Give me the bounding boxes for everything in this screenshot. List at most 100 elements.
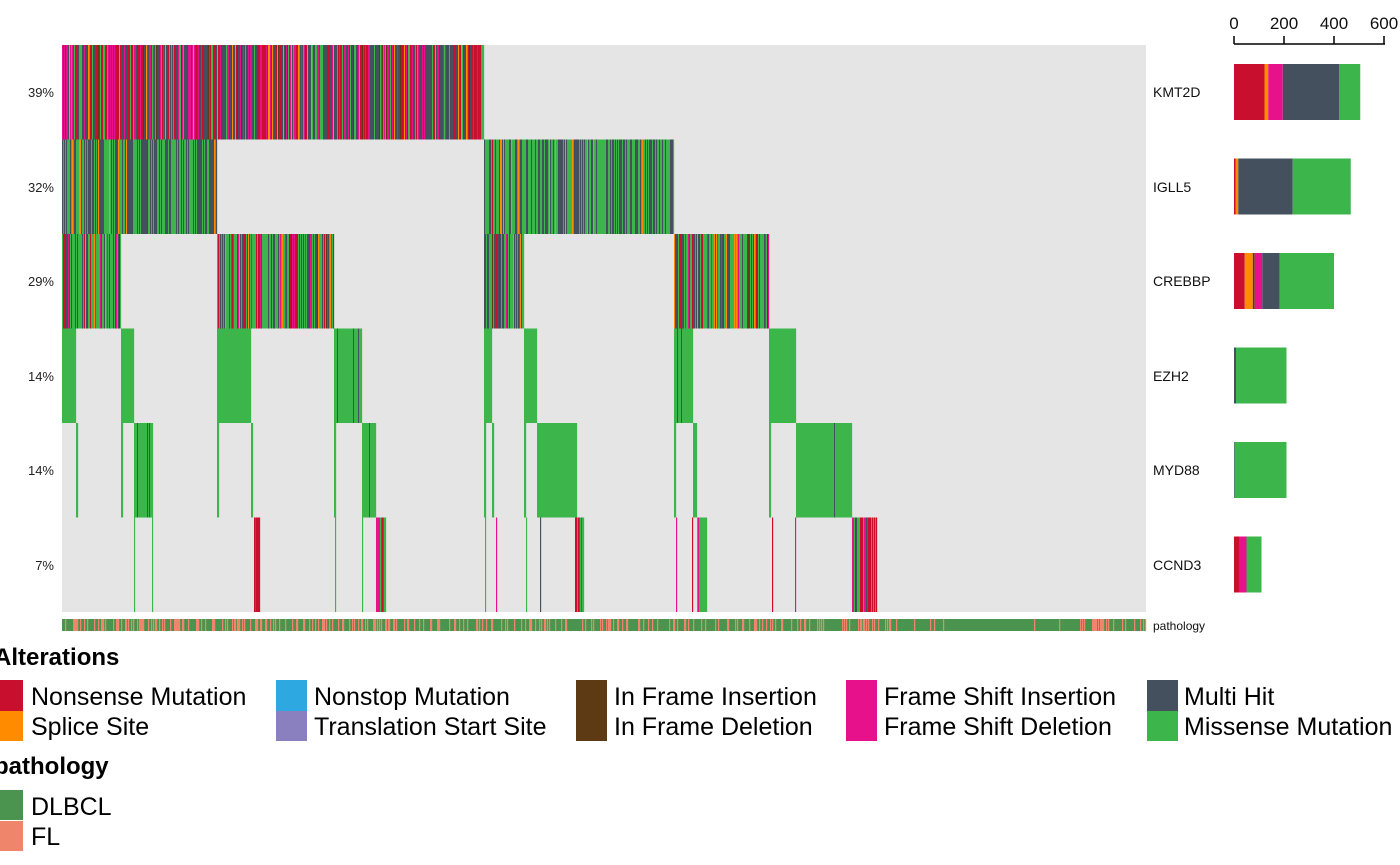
heatmap-cell xyxy=(772,517,774,612)
heatmap-cell xyxy=(245,45,247,140)
heatmap-cell xyxy=(687,234,689,329)
heatmap-cell xyxy=(647,139,649,234)
heatmap-cell xyxy=(227,45,229,140)
pathology-cell xyxy=(256,619,258,631)
heatmap-cell xyxy=(207,139,209,234)
heatmap-cell xyxy=(177,139,179,234)
heatmap-cell xyxy=(76,45,78,140)
heatmap-cell xyxy=(268,234,270,329)
bar-segment xyxy=(1234,64,1265,120)
heatmap-cell xyxy=(129,328,131,423)
heatmap-cell xyxy=(70,234,72,329)
heatmap-cell xyxy=(251,423,253,518)
pathology-cell xyxy=(244,619,246,631)
heatmap-cell xyxy=(187,45,189,140)
heatmap-cell xyxy=(385,517,387,612)
heatmap-cell xyxy=(375,45,377,140)
pathology-cell xyxy=(613,619,615,631)
heatmap-cell xyxy=(829,423,831,518)
heatmap-cell xyxy=(179,139,181,234)
heatmap-cell xyxy=(504,139,506,234)
heatmap-cell xyxy=(244,234,246,329)
heatmap-cell xyxy=(118,234,120,329)
heatmap-cell xyxy=(486,328,488,423)
heatmap-cell xyxy=(170,45,172,140)
heatmap-cell xyxy=(159,45,161,140)
heatmap-cell xyxy=(399,45,401,140)
heatmap-cell xyxy=(570,423,572,518)
heatmap-cell xyxy=(317,45,319,140)
heatmap-cell xyxy=(245,234,247,329)
heatmap-cell xyxy=(255,45,257,140)
heatmap-cell xyxy=(597,139,599,234)
heatmap-cell xyxy=(165,139,167,234)
heatmap-cell xyxy=(221,45,223,140)
heatmap-cell xyxy=(63,139,65,234)
heatmap-cell xyxy=(326,234,328,329)
heatmap-cell xyxy=(372,45,374,140)
heatmap-cell xyxy=(771,328,773,423)
heatmap-cell xyxy=(62,234,64,329)
legend-alterations-title: Alterations xyxy=(0,644,119,671)
pathology-cell xyxy=(766,619,768,631)
heatmap-cell xyxy=(116,45,118,140)
heatmap-cell xyxy=(147,139,149,234)
pathology-cell xyxy=(565,619,567,631)
heatmap-cell xyxy=(298,45,300,140)
heatmap-cell xyxy=(114,234,116,329)
heatmap-cell xyxy=(750,234,752,329)
heatmap-cell xyxy=(109,139,111,234)
heatmap-cell xyxy=(540,423,542,518)
heatmap-cell xyxy=(768,234,770,329)
heatmap-cell xyxy=(341,45,343,140)
pathology-cell xyxy=(878,619,880,631)
heatmap-cell xyxy=(650,139,652,234)
heatmap-cell xyxy=(490,234,492,329)
heatmap-cell xyxy=(547,139,549,234)
heatmap-cell xyxy=(335,423,337,518)
heatmap-cell xyxy=(693,234,695,329)
heatmap-cell xyxy=(76,234,78,329)
heatmap-cell xyxy=(73,328,75,423)
heatmap-cell xyxy=(91,234,93,329)
heatmap-cell xyxy=(396,45,398,140)
heatmap-cell xyxy=(575,517,577,612)
pathology-cell xyxy=(87,619,89,631)
heatmap-cell xyxy=(112,234,114,329)
heatmap-cell xyxy=(218,45,220,140)
heatmap-cell xyxy=(130,139,132,234)
heatmap-cell xyxy=(243,234,245,329)
heatmap-cell xyxy=(356,45,358,140)
heatmap-cell xyxy=(127,328,129,423)
heatmap-cell xyxy=(529,328,531,423)
pathology-cell xyxy=(514,619,516,631)
heatmap-cell xyxy=(151,45,153,140)
heatmap-cell xyxy=(289,45,291,140)
heatmap-cell xyxy=(562,423,564,518)
heatmap-cell xyxy=(379,517,381,612)
heatmap-cell xyxy=(149,423,151,518)
heatmap-cell xyxy=(206,139,208,234)
heatmap-cell xyxy=(553,423,555,518)
heatmap-cell xyxy=(144,423,146,518)
legend-alterations: Nonsense Mutation Splice Site Nonstop Mu… xyxy=(0,680,1392,741)
heatmap-cell xyxy=(551,139,553,234)
heatmap-cell xyxy=(132,45,134,140)
heatmap-cell xyxy=(334,328,336,423)
heatmap-cell xyxy=(598,139,600,234)
heatmap-cell xyxy=(663,139,665,234)
heatmap-cell xyxy=(716,234,718,329)
heatmap-cell xyxy=(93,139,95,234)
heatmap-cell xyxy=(823,423,825,518)
heatmap-cell xyxy=(515,139,517,234)
heatmap-cell xyxy=(231,234,233,329)
heatmap-cell xyxy=(870,517,872,612)
pathology-cell xyxy=(408,619,410,631)
heatmap-cell xyxy=(366,423,368,518)
heatmap-cell xyxy=(95,139,97,234)
heatmap-cell xyxy=(837,423,839,518)
pathology-cell xyxy=(126,619,128,631)
heatmap-cell xyxy=(318,234,320,329)
heatmap-cell xyxy=(740,234,742,329)
heatmap-cell xyxy=(171,139,173,234)
